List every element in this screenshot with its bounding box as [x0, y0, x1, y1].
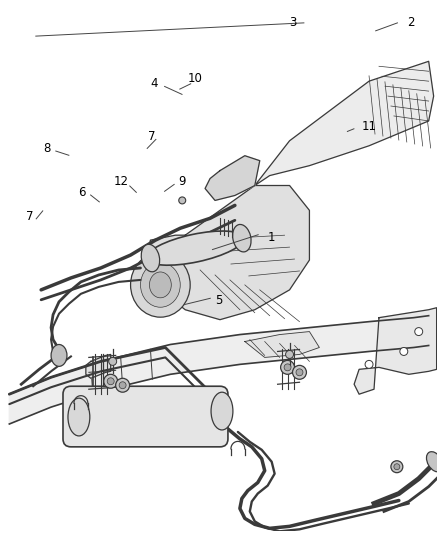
Ellipse shape [107, 378, 114, 385]
Text: 1: 1 [268, 231, 275, 244]
Text: 3: 3 [290, 17, 297, 29]
Text: 12: 12 [113, 175, 129, 188]
Ellipse shape [415, 328, 423, 336]
Text: 9: 9 [178, 175, 186, 188]
Ellipse shape [51, 344, 67, 366]
Ellipse shape [179, 197, 186, 204]
Ellipse shape [116, 378, 130, 392]
Ellipse shape [109, 358, 117, 365]
Ellipse shape [146, 231, 244, 265]
Ellipse shape [286, 351, 293, 358]
Ellipse shape [400, 348, 408, 356]
Text: 6: 6 [78, 186, 86, 199]
Ellipse shape [284, 364, 291, 371]
Ellipse shape [427, 451, 438, 472]
Ellipse shape [281, 360, 294, 374]
Text: 11: 11 [362, 119, 377, 133]
Ellipse shape [233, 224, 251, 252]
Ellipse shape [149, 272, 171, 298]
Ellipse shape [141, 263, 180, 307]
Text: 5: 5 [215, 294, 223, 308]
FancyBboxPatch shape [63, 386, 228, 447]
Polygon shape [86, 354, 111, 378]
Polygon shape [255, 61, 434, 185]
Polygon shape [205, 156, 260, 200]
Ellipse shape [296, 369, 303, 376]
Text: 10: 10 [187, 72, 202, 85]
Ellipse shape [104, 374, 118, 388]
Text: 2: 2 [407, 17, 414, 29]
Ellipse shape [365, 360, 373, 368]
Polygon shape [354, 308, 437, 394]
Ellipse shape [211, 392, 233, 430]
Polygon shape [145, 185, 309, 320]
Polygon shape [245, 332, 319, 358]
Text: 7: 7 [26, 209, 33, 223]
Text: 4: 4 [150, 77, 158, 90]
Ellipse shape [293, 365, 307, 379]
Text: 7: 7 [148, 130, 155, 143]
Ellipse shape [68, 398, 90, 436]
Ellipse shape [119, 382, 126, 389]
Ellipse shape [394, 464, 400, 470]
Ellipse shape [131, 253, 190, 317]
Ellipse shape [391, 461, 403, 473]
Text: 8: 8 [43, 142, 51, 156]
Polygon shape [9, 316, 429, 424]
Ellipse shape [141, 244, 159, 272]
